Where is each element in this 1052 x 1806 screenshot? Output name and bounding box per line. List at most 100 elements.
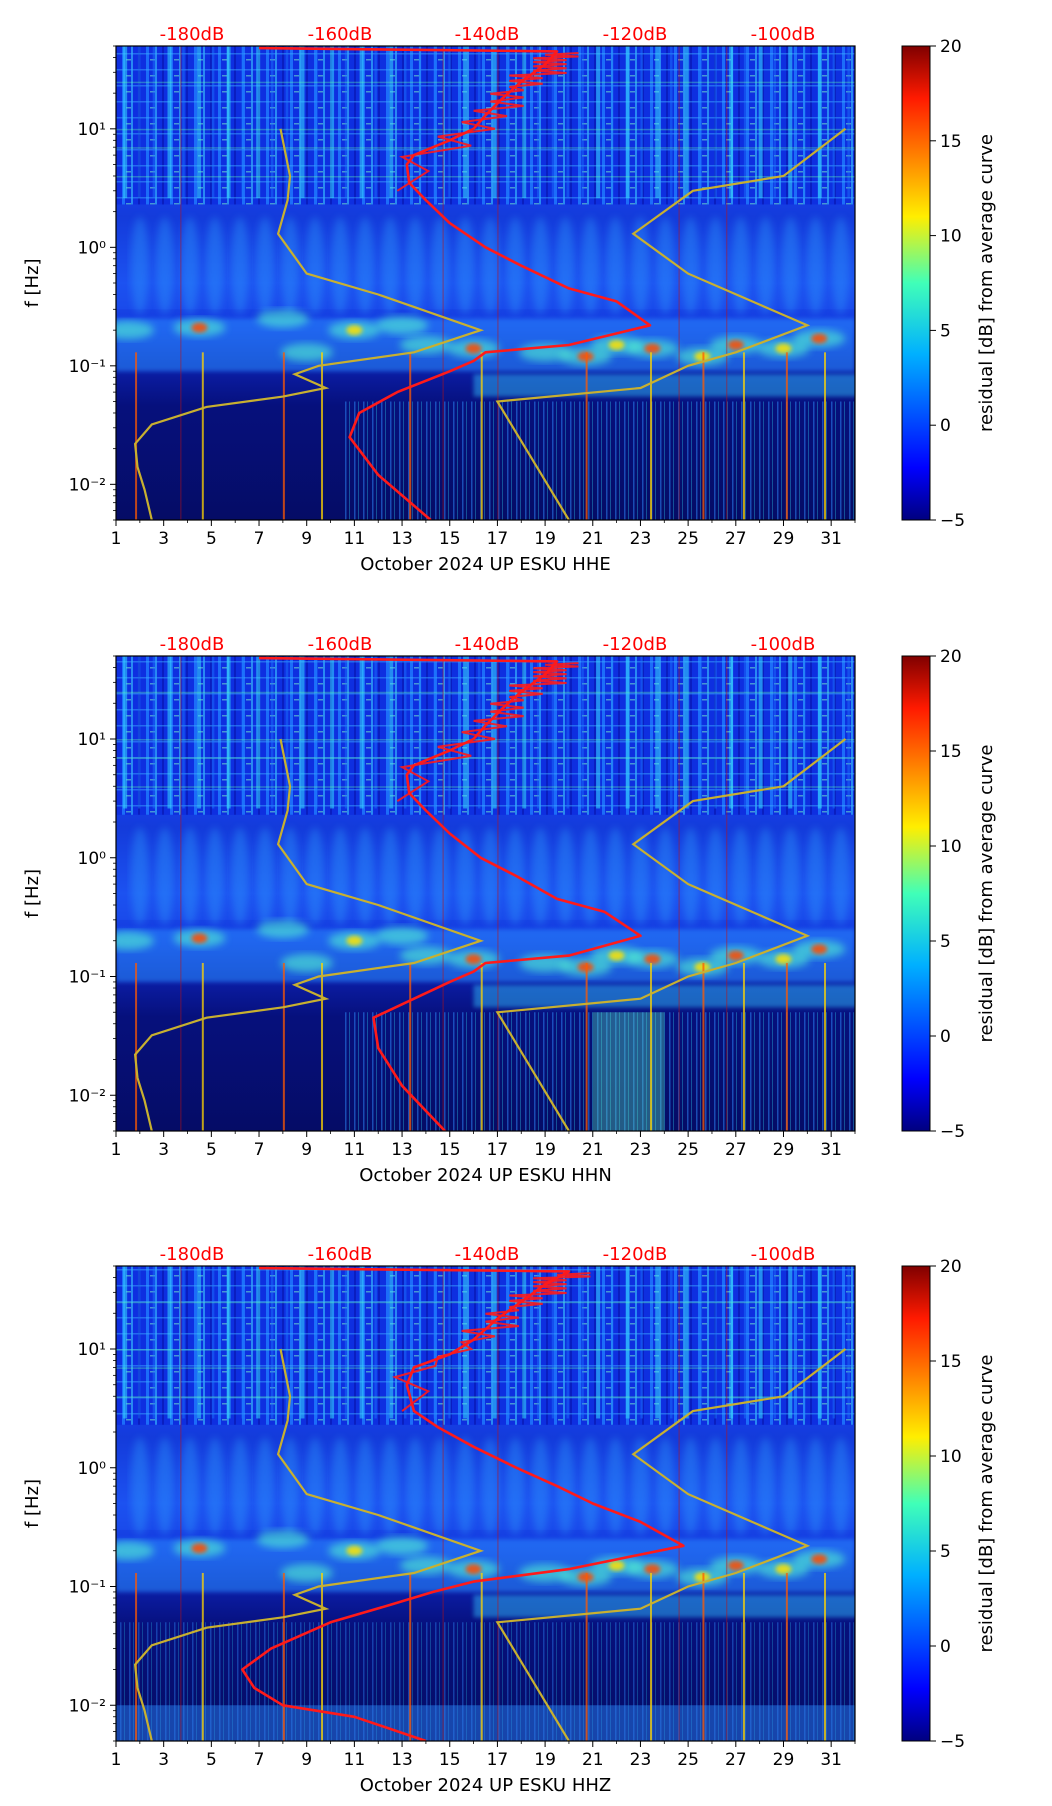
x-tick-label: 25 — [677, 1750, 699, 1770]
spectrogram-image — [116, 46, 855, 520]
x-tick-label: 7 — [254, 529, 265, 549]
x-tick-label: 15 — [439, 529, 461, 549]
x-tick-label: 17 — [487, 529, 509, 549]
y-tick-label: 10⁻¹ — [69, 968, 106, 988]
colorbar-tick-label: 15 — [940, 742, 962, 762]
x-axis-label: October 2024 UP ESKU HHZ — [360, 1775, 611, 1796]
x-tick-label: 1 — [111, 529, 122, 549]
x-tick-label: 25 — [677, 529, 699, 549]
colorbar: −5 0 5 10 15 20 residual [dB] from average cur… — [901, 647, 997, 1142]
y-tick-label: 10⁰ — [78, 238, 107, 258]
colorbar-tick-label: 20 — [940, 37, 962, 57]
x-tick-label: 21 — [582, 1750, 604, 1770]
spectrogram-image — [116, 656, 855, 1131]
db-scale-label: -100dB — [751, 24, 816, 45]
colorbar-tick-label: 20 — [940, 1257, 962, 1277]
low-noise-model-curve — [133, 738, 485, 1131]
colorbar-label: residual [dB] from average curve — [976, 1354, 997, 1652]
x-tick-label: 31 — [820, 529, 842, 549]
y-tick-label: 10⁰ — [78, 849, 107, 869]
x-tick-label: 5 — [206, 1750, 217, 1770]
x-tick-label: 9 — [301, 1750, 312, 1770]
colorbar-label: residual [dB] from average curve — [976, 134, 997, 432]
x-tick-label: 13 — [391, 529, 413, 549]
x-tick-label: 7 — [254, 1750, 265, 1770]
x-tick-label: 19 — [534, 1140, 556, 1160]
colorbar-tick-label: 10 — [940, 1447, 962, 1467]
x-tick-label: 3 — [158, 1140, 169, 1160]
colorbar-tick-label: −5 — [940, 1122, 965, 1142]
low-noise-model-curve — [133, 128, 485, 520]
db-scale-label: -100dB — [751, 634, 816, 655]
x-tick-label: 17 — [487, 1140, 509, 1160]
y-tick-label: 10⁻² — [69, 475, 106, 495]
colorbar: −5 0 5 10 15 20 residual [dB] from average cur… — [901, 1257, 997, 1752]
x-tick-label: 1 — [111, 1140, 122, 1160]
median-psd-curve — [258, 46, 652, 520]
db-scale-label: -180dB — [160, 634, 225, 655]
y-axis-label: f [Hz] — [22, 1479, 43, 1528]
x-tick-label: 11 — [344, 529, 366, 549]
y-tick-label: 10⁻¹ — [69, 357, 106, 377]
colorbar-tick-label: 10 — [940, 837, 962, 857]
x-tick-label: 21 — [582, 529, 604, 549]
x-tick-label: 7 — [254, 1140, 265, 1160]
db-scale-label: -160dB — [308, 1244, 373, 1265]
x-tick-label: 19 — [534, 1750, 556, 1770]
colorbar-tick-label: −5 — [940, 1732, 965, 1752]
colorbar-tick-label: 0 — [940, 416, 951, 436]
colorbar-tick-label: 0 — [940, 1637, 951, 1657]
y-tick-label: 10⁻¹ — [69, 1578, 106, 1598]
y-tick-label: 10¹ — [78, 120, 106, 140]
x-tick-label: 31 — [820, 1140, 842, 1160]
x-tick-label: 27 — [725, 1140, 747, 1160]
x-tick-label: 13 — [391, 1140, 413, 1160]
colorbar-tick-label: 10 — [940, 227, 962, 247]
colorbar-tick-label: 15 — [940, 1352, 962, 1372]
x-tick-label: 15 — [439, 1750, 461, 1770]
x-tick-label: 29 — [773, 1140, 795, 1160]
y-axis-label: f [Hz] — [22, 869, 43, 918]
x-tick-label: 31 — [820, 1750, 842, 1770]
colorbar-tick-label: 15 — [940, 132, 962, 152]
x-tick-label: 9 — [301, 529, 312, 549]
db-scale-label: -180dB — [160, 24, 225, 45]
x-tick-label: 1 — [111, 1750, 122, 1770]
db-scale-label: -120dB — [603, 634, 668, 655]
x-tick-label: 27 — [725, 529, 747, 549]
x-tick-label: 29 — [773, 529, 795, 549]
db-scale-label: -180dB — [160, 1244, 225, 1265]
x-tick-label: 5 — [206, 529, 217, 549]
x-tick-label: 23 — [630, 529, 652, 549]
x-tick-label: 23 — [630, 1140, 652, 1160]
colorbar-tick-label: −5 — [940, 511, 965, 531]
y-tick-label: 10¹ — [78, 1340, 106, 1360]
x-tick-label: 3 — [158, 529, 169, 549]
x-tick-label: 11 — [344, 1750, 366, 1770]
x-tick-label: 19 — [534, 529, 556, 549]
x-tick-label: 15 — [439, 1140, 461, 1160]
high-noise-model-curve — [495, 738, 847, 1131]
x-tick-label: 21 — [582, 1140, 604, 1160]
db-scale-label: -140dB — [455, 24, 520, 45]
db-scale-label: -160dB — [308, 634, 373, 655]
high-noise-model-curve — [495, 1348, 847, 1741]
x-tick-label: 25 — [677, 1140, 699, 1160]
x-tick-label: 3 — [158, 1750, 169, 1770]
colorbar: −5 0 5 10 15 20 residual [dB] from average cur… — [901, 37, 997, 531]
colorbar-tick-label: 20 — [940, 647, 962, 667]
median-psd-curve — [258, 656, 642, 1131]
db-scale-label: -120dB — [603, 24, 668, 45]
x-tick-label: 17 — [487, 1750, 509, 1770]
colorbar-tick-label: 5 — [940, 321, 951, 341]
y-tick-label: 10⁻² — [69, 1696, 106, 1716]
x-tick-label: 23 — [630, 1750, 652, 1770]
x-tick-label: 11 — [344, 1140, 366, 1160]
low-noise-model-curve — [133, 1348, 485, 1741]
colorbar-tick-label: 0 — [940, 1027, 951, 1047]
db-scale-label: -120dB — [603, 1244, 668, 1265]
x-tick-label: 9 — [301, 1140, 312, 1160]
